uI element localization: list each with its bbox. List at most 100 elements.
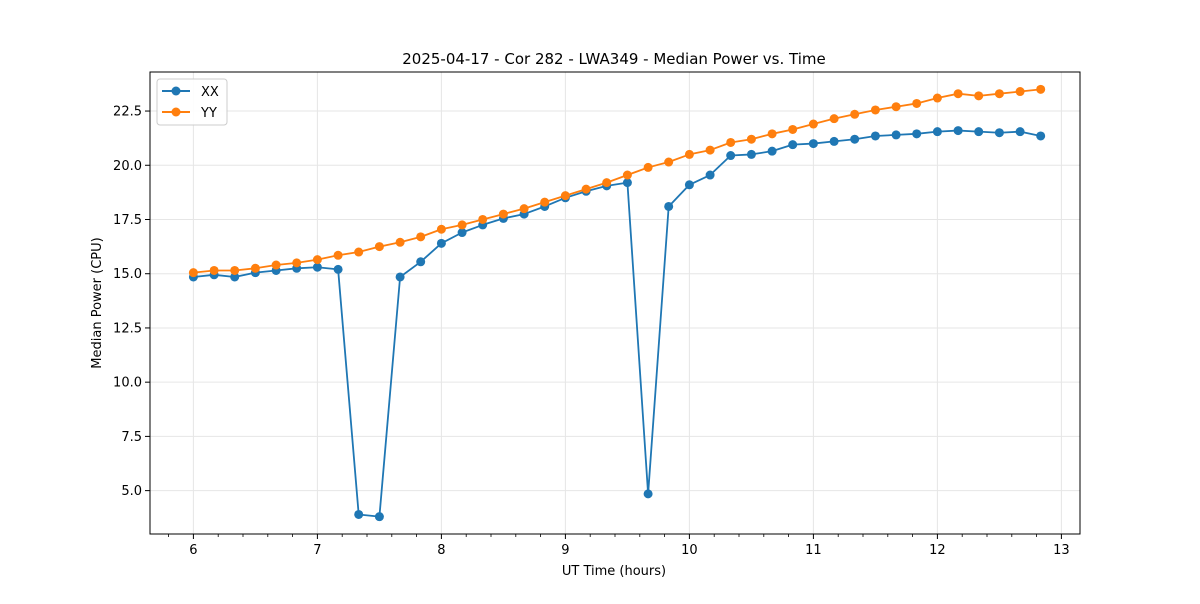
data-point-xx bbox=[870, 131, 880, 141]
x-tick-label: 13 bbox=[1053, 543, 1070, 558]
data-point-yy bbox=[436, 224, 446, 234]
x-tick-label: 9 bbox=[561, 543, 569, 558]
data-point-xx bbox=[436, 238, 446, 248]
data-point-yy bbox=[602, 178, 612, 188]
y-tick-label: 10.0 bbox=[113, 376, 142, 391]
data-point-yy bbox=[643, 162, 653, 172]
data-point-yy bbox=[188, 268, 198, 278]
data-point-xx bbox=[354, 509, 364, 519]
y-axis-label: Median Power (CPU) bbox=[90, 237, 105, 368]
y-tick-label: 22.5 bbox=[113, 105, 142, 120]
data-point-xx bbox=[312, 262, 322, 272]
data-point-yy bbox=[271, 260, 281, 270]
legend-label-yy: YY bbox=[200, 106, 217, 121]
data-point-yy bbox=[519, 204, 529, 214]
data-point-yy bbox=[746, 134, 756, 144]
data-point-xx bbox=[974, 127, 984, 137]
data-point-yy bbox=[829, 114, 839, 124]
data-point-yy bbox=[684, 149, 694, 159]
y-tick-label: 15.0 bbox=[113, 267, 142, 282]
series-layer bbox=[188, 84, 1046, 522]
data-point-xx bbox=[457, 228, 467, 238]
legend-label-xx: XX bbox=[201, 85, 219, 100]
data-point-yy bbox=[994, 89, 1004, 99]
x-tick-label: 8 bbox=[437, 543, 445, 558]
data-point-xx bbox=[746, 149, 756, 159]
data-point-xx bbox=[643, 489, 653, 499]
data-point-yy bbox=[354, 247, 364, 257]
data-point-yy bbox=[622, 170, 632, 180]
data-point-xx bbox=[1015, 127, 1025, 137]
data-point-yy bbox=[726, 137, 736, 147]
y-tick-label: 5.0 bbox=[121, 484, 142, 499]
data-point-yy bbox=[788, 124, 798, 134]
x-tick-label: 11 bbox=[805, 543, 822, 558]
x-tick-label: 6 bbox=[189, 543, 197, 558]
x-tick-label: 10 bbox=[681, 543, 698, 558]
data-point-xx bbox=[333, 264, 343, 274]
data-point-yy bbox=[333, 250, 343, 260]
data-point-xx bbox=[705, 170, 715, 180]
y-tick-label: 17.5 bbox=[113, 213, 142, 228]
data-point-xx bbox=[395, 272, 405, 282]
data-point-xx bbox=[850, 134, 860, 144]
y-tick-label: 7.5 bbox=[121, 430, 142, 445]
data-point-xx bbox=[416, 257, 426, 267]
data-point-xx bbox=[953, 126, 963, 136]
data-point-yy bbox=[312, 255, 322, 265]
data-point-xx bbox=[664, 201, 674, 211]
data-point-xx bbox=[1036, 131, 1046, 141]
y-tick-label: 12.5 bbox=[113, 321, 142, 336]
data-point-yy bbox=[230, 265, 240, 275]
data-point-yy bbox=[1036, 84, 1046, 94]
legend-marker-xx bbox=[171, 86, 181, 96]
data-point-yy bbox=[581, 184, 591, 194]
data-point-yy bbox=[767, 129, 777, 139]
data-point-yy bbox=[540, 197, 550, 207]
data-point-xx bbox=[726, 151, 736, 161]
legend: XX YY bbox=[156, 78, 228, 126]
data-point-xx bbox=[622, 178, 632, 188]
data-point-yy bbox=[705, 145, 715, 155]
data-point-yy bbox=[808, 119, 818, 129]
data-point-yy bbox=[974, 91, 984, 101]
data-point-yy bbox=[374, 242, 384, 252]
data-point-yy bbox=[560, 191, 570, 201]
x-tick-label: 7 bbox=[313, 543, 321, 558]
data-point-yy bbox=[912, 98, 922, 108]
data-point-xx bbox=[684, 180, 694, 190]
data-point-yy bbox=[209, 265, 219, 275]
y-tick-label: 20.0 bbox=[113, 159, 142, 174]
data-point-yy bbox=[850, 109, 860, 119]
data-point-yy bbox=[395, 237, 405, 247]
legend-marker-yy bbox=[171, 107, 181, 117]
axis-layer: 6 7 8 9 10 11 12 13 5.0 7.5 10.0 12.5 15.0 17.5 20.0 22… bbox=[113, 105, 1070, 558]
grid-layer bbox=[150, 72, 1080, 534]
data-point-yy bbox=[870, 105, 880, 115]
data-point-yy bbox=[416, 232, 426, 242]
data-point-yy bbox=[953, 89, 963, 99]
data-point-yy bbox=[664, 157, 674, 167]
data-point-yy bbox=[292, 258, 302, 268]
data-point-xx bbox=[374, 512, 384, 522]
data-point-yy bbox=[250, 263, 260, 273]
x-tick-label: 12 bbox=[929, 543, 946, 558]
data-point-yy bbox=[891, 102, 901, 112]
data-point-xx bbox=[891, 130, 901, 140]
data-point-xx bbox=[829, 136, 839, 146]
data-point-yy bbox=[1015, 87, 1025, 97]
x-axis-label: UT Time (hours) bbox=[562, 564, 666, 579]
data-point-xx bbox=[808, 139, 818, 149]
chart-title: 2025-04-17 - Cor 282 - LWA349 - Median P… bbox=[402, 50, 826, 68]
data-point-yy bbox=[457, 220, 467, 230]
data-point-xx bbox=[932, 127, 942, 137]
data-point-xx bbox=[912, 129, 922, 139]
data-point-xx bbox=[788, 140, 798, 150]
data-point-yy bbox=[932, 93, 942, 103]
data-point-xx bbox=[230, 272, 240, 282]
data-point-xx bbox=[767, 146, 777, 156]
data-point-yy bbox=[478, 214, 488, 224]
data-point-xx bbox=[994, 128, 1004, 138]
